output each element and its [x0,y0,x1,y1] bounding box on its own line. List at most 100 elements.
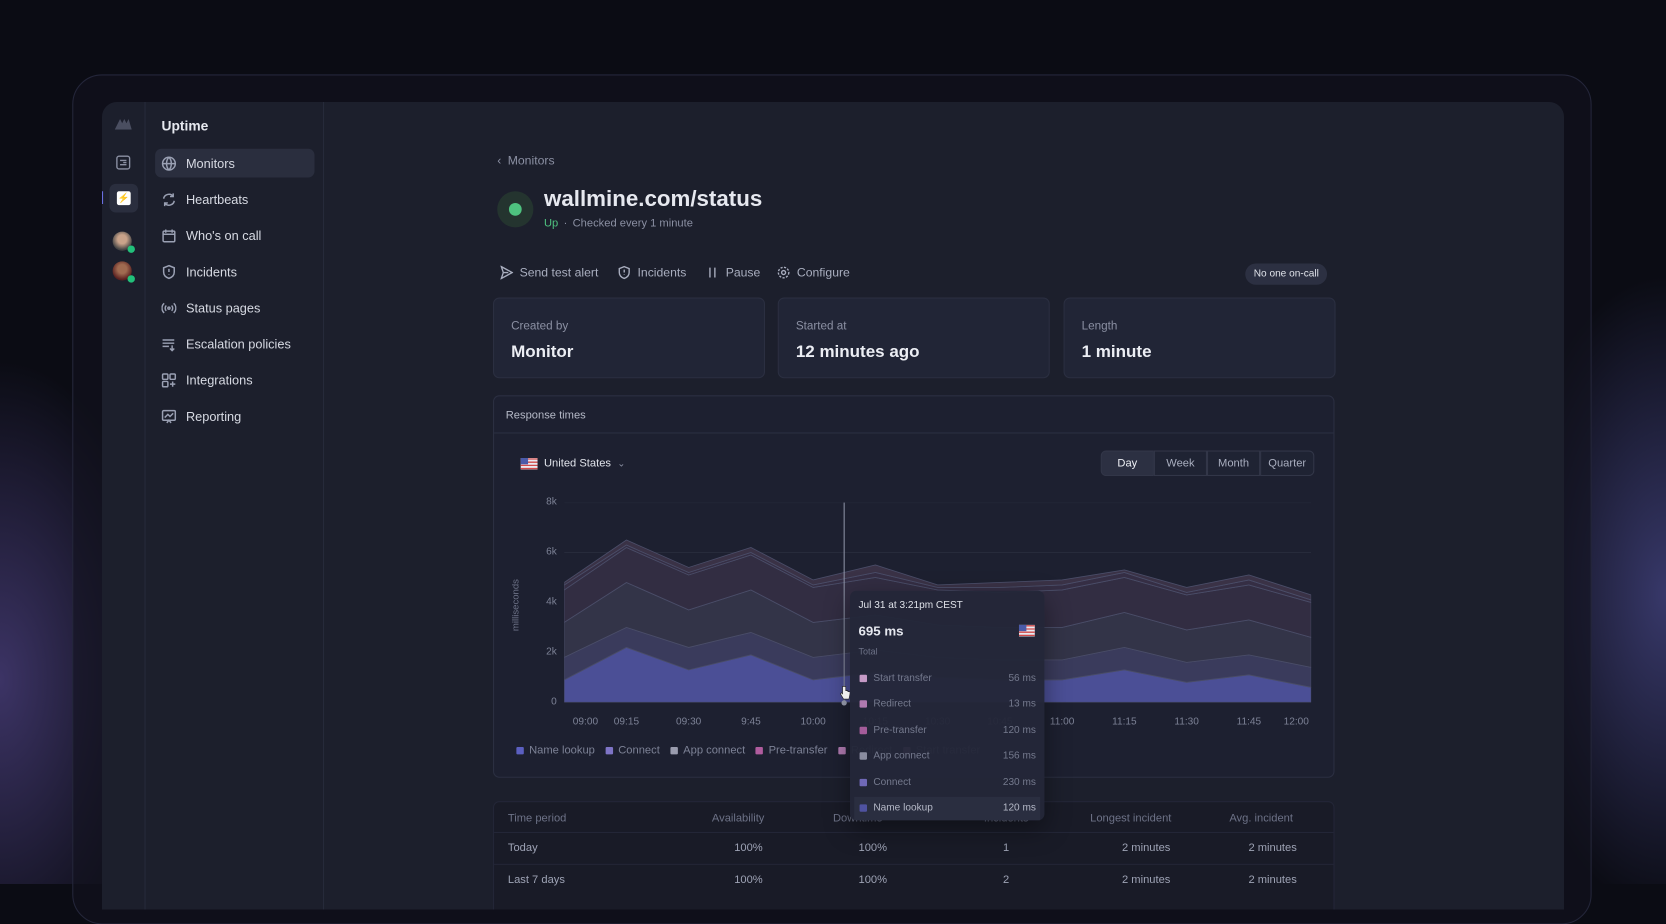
gear-icon [777,266,790,279]
sidebar-item-incidents[interactable]: Incidents [155,257,314,286]
tooltip-total-label: Total [858,646,878,657]
tooltip-row: Start transfer 56 ms [854,666,1040,689]
breadcrumb-link[interactable]: Monitors [507,155,555,168]
area-start-transfer [564,539,1312,601]
send-test-alert-button[interactable]: Send test alert [499,265,598,280]
tooltip-row: Connect 230 ms [854,770,1040,793]
cell: Last 7 days [507,873,565,887]
status-badge: Up [544,216,559,230]
period-day[interactable]: Day [1100,450,1154,476]
active-indicator [102,191,104,204]
pause-button[interactable]: Pause [706,266,761,280]
y-tick-label: 0 [551,695,557,708]
legend-item[interactable]: App connect [670,744,745,757]
incidents-button[interactable]: Incidents [617,265,687,280]
tooltip-row-value: 156 ms [1002,750,1036,762]
x-tick-label: 09:00 [572,716,599,728]
sidebar-item-escalation-policies[interactable]: Escalation policies [155,329,314,358]
col-header: Time period [507,811,567,825]
chevron-down-icon: ⌄ [617,457,626,469]
legend-label: Connect [618,743,660,757]
legend-swatch [838,746,846,754]
x-tick-label: 09:15 [613,716,640,728]
region-select[interactable]: United States ⌄ [520,457,626,470]
tooltip-row-label: Redirect [873,698,911,710]
icon-rail: ⚡ [102,102,146,910]
collapse-panel-icon[interactable] [116,155,131,170]
cell: 2 minutes [1248,873,1297,887]
chevron-left-icon: ‹ [497,155,502,168]
legend-item[interactable]: Pre-transfer [755,743,828,757]
tooltip-row-label: App connect [873,750,930,762]
y-tick-label: 2k [546,646,557,658]
grid-plus-icon [161,372,177,387]
sidebar-item-heartbeats[interactable]: Heartbeats [155,185,314,214]
us-flag-icon [520,457,538,470]
presentation-chart-icon [161,409,177,423]
card-label: Length [1081,319,1118,333]
sidebar-item-whos-on-call[interactable]: Who's on call [155,221,314,250]
y-axis-label: milliseconds [510,579,521,632]
tooltip-row-value: 13 ms [1008,698,1036,710]
avatar[interactable] [112,261,135,283]
cell: 2 minutes [1248,841,1297,855]
card-length: Length 1 minute [1063,297,1336,379]
legend-item[interactable]: Connect [605,743,660,757]
page-title: wallmine.com/status [544,187,763,212]
legend-item[interactable]: Name lookup [516,743,595,757]
sidebar-item-label: Incidents [185,264,237,279]
sidebar-item-status-pages[interactable]: Status pages [155,293,314,322]
period-month[interactable]: Month [1207,450,1261,476]
avatar[interactable] [112,231,135,253]
configure-button[interactable]: Configure [777,266,850,280]
x-tick-label: 11:45 [1236,716,1262,728]
tooltip-time: Jul 31 at 3:21pm CEST [858,599,963,611]
card-value: Monitor [511,343,574,362]
tooltip-total: 695 ms [858,623,904,639]
sidebar-item-integrations[interactable]: Integrations [155,366,314,395]
sidebar-item-label: Reporting [185,408,242,424]
sidebar-item-label: Status pages [185,300,261,316]
list-arrow-icon [162,338,175,352]
chart-tooltip: Jul 31 at 3:21pm CEST 695 ms Total Start… [850,590,1045,821]
period-quarter[interactable]: Quarter [1260,450,1315,476]
sidebar-item-reporting[interactable]: Reporting [155,402,314,431]
button-label: Incidents [637,266,687,279]
y-tick-label: 8k [546,496,557,508]
period-week[interactable]: Week [1153,450,1207,476]
cell: 2 [1003,873,1010,887]
oncall-badge[interactable]: No one on-call [1245,263,1328,285]
cell: 100% [858,841,888,855]
monitor-status-line: Up · Checked every 1 minute [544,217,693,230]
uptime-app-button[interactable]: ⚡ [109,183,139,213]
sidebar-item-label: Escalation policies [185,336,291,352]
tooltip-swatch [859,700,867,708]
check-frequency: Checked every 1 minute [572,216,693,230]
button-label: Configure [796,266,850,279]
sidebar-item-monitors[interactable]: Monitors [155,148,315,178]
button-label: Pause [725,266,761,279]
sidebar-item-label: Who's on call [185,227,262,243]
pause-icon [709,267,716,278]
cell: Today [507,841,538,855]
cell: 100% [858,873,888,887]
tooltip-row: App connect 156 ms [854,744,1040,767]
tooltip-row: Pre-transfer 120 ms [854,718,1040,741]
x-tick-label: 9:45 [741,716,761,728]
breadcrumb[interactable]: ‹ Monitors [497,155,554,168]
separator: · [563,216,568,230]
tooltip-row: Name lookup 120 ms [854,796,1041,820]
col-header: Longest incident [1090,811,1172,825]
x-tick-label: 11:00 [1049,716,1075,728]
legend-label: Name lookup [529,743,595,757]
tooltip-row-label: Connect [873,776,911,788]
col-header: Availability [711,811,765,825]
tooltip-swatch [859,752,867,760]
cell: 2 minutes [1122,873,1171,887]
us-flag-icon [1018,624,1035,637]
tooltip-row: Redirect 13 ms [854,692,1040,715]
tooltip-row-value: 120 ms [1002,802,1036,814]
legend-label: Pre-transfer [768,743,828,757]
panel-title: Response times [505,409,586,422]
